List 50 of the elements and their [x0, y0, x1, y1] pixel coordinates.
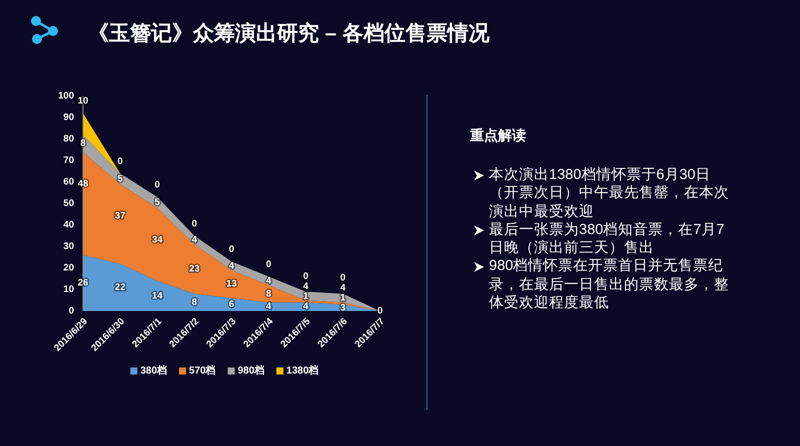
y-tick-label: 60: [63, 176, 74, 188]
y-tick-label: 30: [63, 241, 74, 252]
y-tick-label: 70: [63, 155, 74, 166]
y-tick-label: 0: [68, 306, 74, 317]
data-label: 34: [152, 234, 164, 246]
data-label: 4: [303, 281, 310, 292]
y-tick-label: 20: [63, 262, 74, 274]
y-tick-label: 100: [58, 90, 74, 102]
legend-label: 570档: [189, 364, 216, 377]
data-label: 0: [117, 156, 123, 167]
data-label: 5: [154, 196, 161, 208]
data-label: 5: [117, 173, 124, 184]
data-label: 13: [226, 278, 237, 290]
data-label: 1: [340, 292, 346, 304]
data-label: 4: [228, 260, 235, 272]
text: 本次演出1380档情怀票于6月30日（开票次日）中午最先售罄，在本次演出中最受欢迎: [489, 166, 730, 221]
data-label: 10: [78, 96, 88, 107]
data-label: 0: [228, 244, 234, 256]
y-tick-label: 80: [63, 134, 74, 145]
legend-label: 380档: [140, 364, 168, 377]
data-label: 0: [340, 272, 346, 284]
data-label: 3: [340, 302, 346, 314]
data-label: 4: [303, 301, 310, 312]
data-label: 37: [114, 210, 126, 222]
data-label: 1: [303, 291, 310, 302]
data-label: 22: [114, 282, 126, 293]
y-tick-label: 50: [63, 198, 74, 210]
legend-label: 980档: [238, 364, 264, 377]
text: 980档情怀票在开票首日并无售票纪录，在最后一日售出的票数最多，整体受欢迎程度最低: [489, 257, 730, 312]
data-label: 0: [303, 271, 308, 282]
data-label: 23: [189, 264, 200, 275]
data-label: 8: [266, 288, 272, 300]
text: 最后一张票为380档知音票，在7月7日晚（演出前三天）售出: [489, 220, 726, 258]
legend-label: 1380档: [286, 364, 319, 377]
data-label: 4: [266, 275, 272, 286]
data-label: 0: [154, 180, 160, 191]
data-label: 14: [152, 290, 164, 302]
text: 重点解读: [470, 127, 526, 145]
y-tick-label: 40: [63, 220, 74, 231]
chart-title: 《玉簪记》众筹演出研究 – 各档位售票情况: [88, 21, 490, 45]
data-label: 4: [192, 234, 198, 246]
data-label: 4: [340, 282, 346, 294]
y-tick-label: 90: [63, 112, 74, 124]
data-label: 4: [266, 301, 272, 312]
data-label: 0: [266, 259, 272, 270]
data-label: 0: [377, 306, 383, 317]
data-label: 0: [192, 218, 198, 230]
data-label: 8: [192, 296, 198, 308]
data-label: 6: [228, 299, 234, 310]
y-tick-label: 10: [63, 284, 74, 296]
